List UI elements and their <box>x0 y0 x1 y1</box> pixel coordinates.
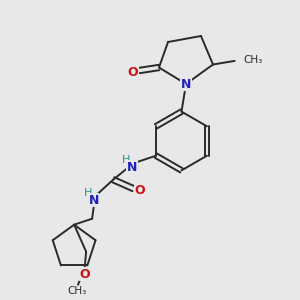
Text: N: N <box>88 194 99 207</box>
Text: CH₃: CH₃ <box>68 286 87 296</box>
Text: N: N <box>127 160 137 174</box>
Text: H: H <box>83 188 92 198</box>
Text: O: O <box>127 65 138 79</box>
Text: O: O <box>135 184 146 197</box>
Text: N: N <box>181 77 191 91</box>
Text: O: O <box>80 268 90 281</box>
Text: CH₃: CH₃ <box>244 55 263 65</box>
Text: H: H <box>122 155 130 165</box>
